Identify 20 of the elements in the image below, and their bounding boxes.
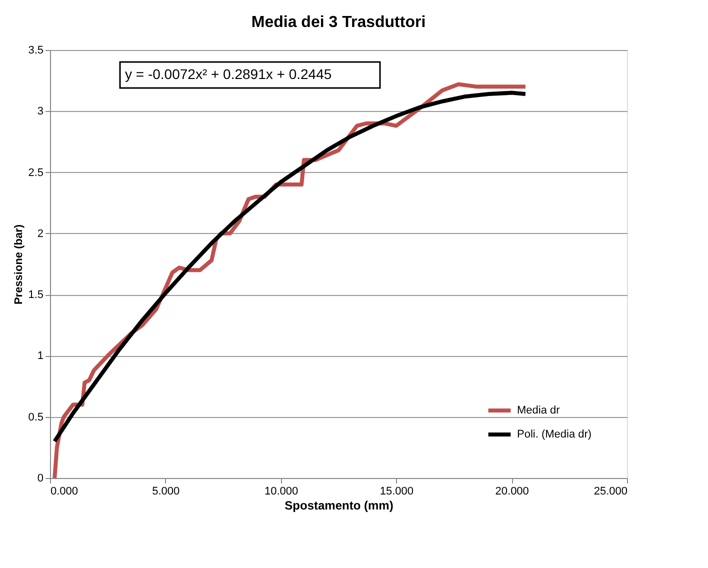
y-tick-label: 0.5	[28, 411, 44, 424]
x-tick-label: 0.000	[50, 486, 78, 498]
y-tick-label: 2	[37, 228, 44, 240]
x-tick-label: 20.000	[495, 486, 529, 498]
y-tick-label: 1	[37, 350, 44, 362]
chart-title: Media dei 3 Trasduttori	[251, 14, 426, 31]
legend-label: Media dr	[517, 404, 560, 416]
y-axis-title: Pressione (bar)	[13, 224, 26, 305]
x-tick-label: 15.000	[380, 486, 414, 498]
y-tick-label: 3	[37, 106, 44, 118]
y-tick-label: 2.5	[28, 166, 44, 179]
y-tick-label: 1.5	[28, 289, 44, 302]
y-tick-label: 0	[37, 472, 44, 484]
x-tick-label: 5.000	[152, 486, 180, 498]
annotation: y = -0.0072x² + 0.2891x + 0.2445	[125, 66, 332, 82]
x-axis-title: Spostamento (mm)	[284, 498, 394, 512]
y-tick-label: 3.5	[28, 44, 44, 56]
legend-label: Poli. (Media dr)	[517, 428, 592, 440]
x-tick-label: 25.000	[594, 486, 628, 498]
x-tick-label: 10.000	[264, 486, 298, 498]
